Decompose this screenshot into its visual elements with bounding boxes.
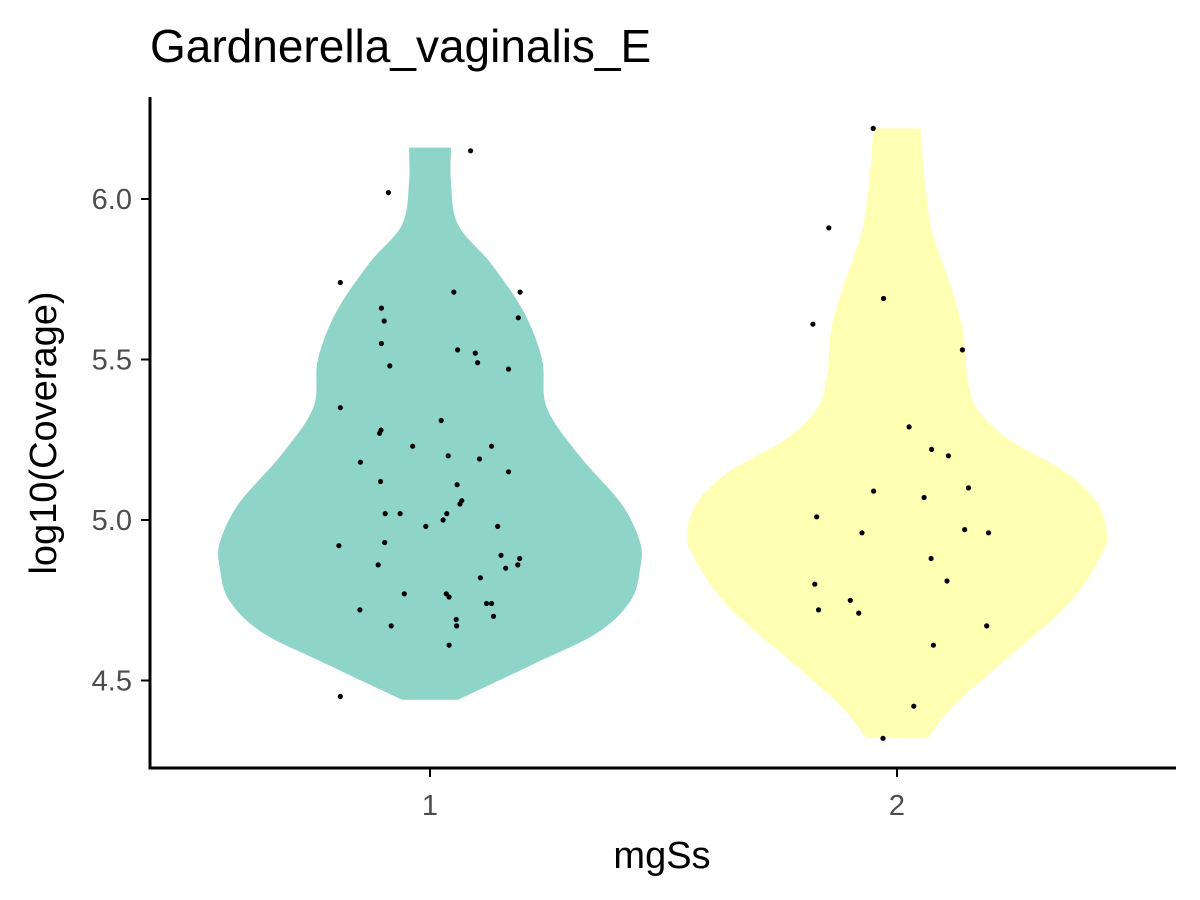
data-point-group-1-18 (377, 430, 383, 436)
data-point-group-1-46 (483, 600, 490, 607)
y-axis-title: log10(Coverage) (23, 291, 65, 574)
data-point-group-2-9 (871, 488, 877, 494)
y-tick-label: 5.0 (92, 505, 132, 537)
data-point-group-1-34 (495, 523, 501, 530)
data-point-group-2-7 (929, 446, 935, 452)
data-point-group-2-8 (945, 453, 952, 459)
points-layer (336, 125, 992, 741)
data-point-group-1-11 (472, 350, 478, 356)
data-point-group-1-43 (401, 591, 407, 597)
data-point-group-1-15 (337, 405, 343, 411)
data-point-group-2-3 (880, 295, 887, 302)
data-point-group-2-19 (847, 597, 853, 603)
data-point-group-1-51 (454, 623, 460, 629)
data-point-group-1-40 (375, 562, 381, 568)
data-point-group-1-6 (378, 305, 384, 311)
data-point-group-1-8 (515, 315, 521, 321)
data-point-group-2-25 (880, 735, 886, 741)
data-point-group-1-35 (382, 539, 388, 546)
data-point-group-1-5 (517, 289, 523, 295)
data-point-group-2-4 (810, 321, 816, 327)
data-point-group-1-7 (381, 318, 387, 324)
data-point-group-1-3 (337, 279, 343, 286)
data-point-group-1-25 (377, 478, 384, 485)
data-point-group-1-39 (515, 562, 521, 568)
x-axis-title: mgSs (613, 835, 710, 877)
y-tick-label: 5.5 (92, 345, 132, 377)
data-point-group-1-41 (503, 565, 509, 571)
x-tick-label: 1 (422, 790, 438, 822)
y-tick-label: 4.5 (92, 666, 132, 698)
data-point-group-2-18 (812, 581, 818, 587)
data-point-group-1-16 (438, 417, 444, 424)
data-point-group-1-42 (477, 575, 483, 581)
data-point-group-1-31 (444, 510, 450, 517)
data-point-group-1-9 (378, 340, 384, 347)
data-point-group-1-52 (388, 623, 394, 629)
data-point-group-2-21 (856, 610, 862, 616)
data-point-group-1-48 (357, 607, 363, 613)
data-point-group-1-13 (387, 363, 393, 369)
data-point-group-1-49 (453, 616, 459, 623)
y-axis-ticks: 4.5 5.0 5.5 6.0 (92, 184, 150, 698)
y-tick-label: 6.0 (92, 184, 132, 216)
data-point-group-1-20 (489, 443, 495, 449)
data-point-group-1-28 (457, 501, 463, 507)
data-point-group-2-14 (985, 530, 992, 536)
data-point-group-1-19 (410, 443, 416, 449)
x-tick-label: 2 (889, 790, 905, 822)
data-point-group-1-12 (475, 360, 481, 366)
data-point-group-1-1 (468, 148, 474, 154)
violin-group-2 (686, 128, 1108, 739)
data-point-group-1-37 (498, 552, 504, 558)
data-point-group-2-13 (962, 527, 968, 533)
data-point-group-1-38 (517, 555, 523, 562)
data-point-group-2-6 (906, 424, 912, 430)
data-point-group-2-2 (826, 225, 832, 231)
data-point-group-1-10 (455, 347, 461, 353)
data-point-group-1-29 (382, 510, 388, 517)
data-point-group-2-1 (870, 125, 876, 131)
chart-title: Gardnerella_vaginalis_E (150, 20, 651, 72)
data-point-group-2-5 (959, 347, 966, 353)
violin-group-1 (218, 147, 642, 700)
data-point-group-1-24 (505, 469, 512, 475)
data-point-group-1-21 (445, 453, 451, 459)
data-point-group-1-2 (385, 190, 391, 196)
data-point-group-2-12 (814, 514, 820, 520)
data-point-group-1-33 (423, 523, 429, 530)
data-point-group-2-11 (921, 494, 927, 501)
data-point-group-1-54 (337, 693, 343, 700)
data-point-group-2-10 (965, 485, 972, 491)
data-point-group-2-15 (859, 530, 865, 536)
data-point-group-1-22 (476, 456, 483, 462)
data-point-group-2-20 (815, 607, 822, 613)
data-point-group-1-47 (489, 600, 495, 607)
data-point-group-2-24 (911, 703, 917, 709)
data-point-group-2-22 (984, 623, 990, 629)
data-point-group-1-53 (446, 642, 452, 648)
data-point-group-1-26 (454, 482, 460, 488)
data-point-group-1-32 (440, 517, 446, 523)
data-point-group-1-30 (397, 510, 403, 517)
data-point-group-2-16 (928, 555, 934, 562)
violin-layer (218, 128, 1108, 739)
data-point-group-1-50 (490, 613, 497, 619)
data-point-group-2-23 (930, 642, 937, 648)
data-point-group-1-23 (357, 459, 363, 465)
data-point-group-1-14 (505, 366, 512, 372)
data-point-group-1-4 (451, 289, 457, 295)
data-point-group-1-45 (446, 594, 452, 600)
data-point-group-2-17 (944, 578, 950, 584)
data-point-group-1-36 (336, 543, 342, 549)
